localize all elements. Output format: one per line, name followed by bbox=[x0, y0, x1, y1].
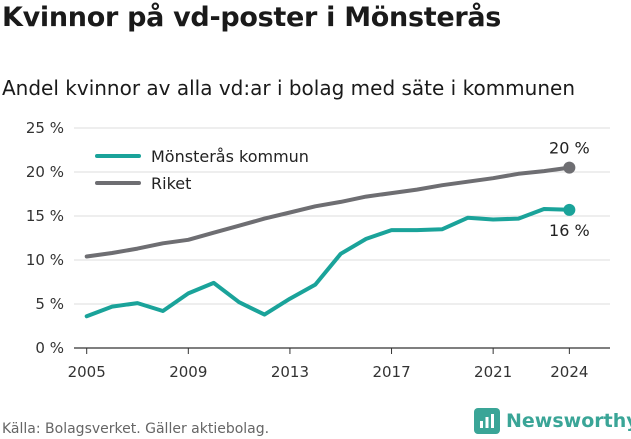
x-tick-label: 2005 bbox=[68, 363, 106, 381]
brand-name: Newsworthy bbox=[506, 410, 631, 432]
y-tick-label: 20 % bbox=[26, 163, 64, 181]
x-tick-label: 2024 bbox=[550, 363, 588, 381]
source-note: Källa: Bolagsverket. Gäller aktiebolag. bbox=[2, 421, 270, 437]
y-tick-label: 15 % bbox=[26, 207, 64, 225]
series-end-marker bbox=[563, 161, 576, 174]
brand-logo: Newsworthy bbox=[474, 408, 631, 434]
chart-subtitle: Andel kvinnor av alla vd:ar i bolag med … bbox=[2, 76, 575, 100]
legend-label: Mönsterås kommun bbox=[151, 147, 309, 166]
series-line bbox=[84, 165, 572, 259]
x-axis: 2005 2009 2013 2017 2021 2024 bbox=[68, 348, 588, 381]
x-tick-label: 2017 bbox=[372, 363, 410, 381]
series-end-label: 20 % bbox=[549, 139, 590, 158]
series-line bbox=[84, 207, 572, 319]
series-end-label: 16 % bbox=[549, 221, 590, 240]
y-tick-label: 5 % bbox=[35, 295, 64, 313]
y-tick-label: 10 % bbox=[26, 251, 64, 269]
x-tick-label: 2009 bbox=[169, 363, 207, 381]
legend-label: Riket bbox=[151, 174, 191, 193]
chart-title: Kvinnor på vd-poster i Mönsterås bbox=[2, 2, 502, 33]
y-tick-label: 25 % bbox=[26, 119, 64, 137]
y-axis: 0 % 5 % 10 % 15 % 20 % 25 % bbox=[26, 119, 64, 357]
series-lines: 16 % 20 % bbox=[84, 139, 590, 319]
series-end-marker bbox=[563, 203, 576, 216]
x-tick-label: 2013 bbox=[271, 363, 309, 381]
y-tick-label: 0 % bbox=[35, 339, 64, 357]
legend: Mönsterås kommun Riket bbox=[95, 147, 309, 193]
x-tick-label: 2021 bbox=[474, 363, 512, 381]
bar-chart-icon bbox=[474, 408, 500, 434]
